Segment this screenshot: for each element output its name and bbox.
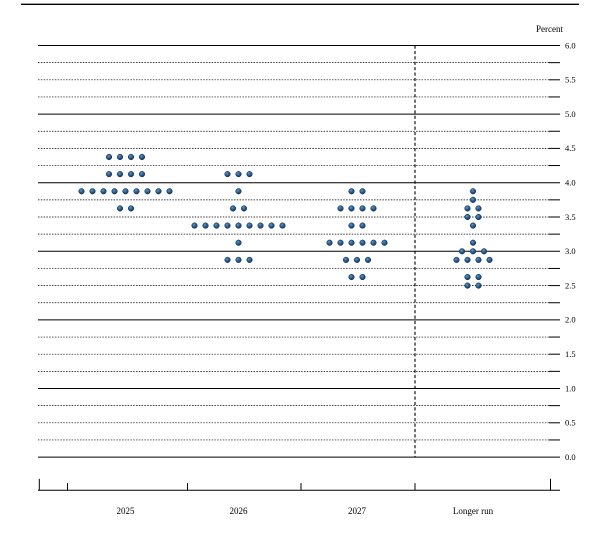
svg-text:5.5: 5.5 <box>565 75 576 85</box>
svg-text:2.0: 2.0 <box>565 315 576 325</box>
svg-text:2025: 2025 <box>117 506 136 516</box>
svg-text:3.0: 3.0 <box>565 246 576 256</box>
svg-text:6.0: 6.0 <box>565 40 576 50</box>
svg-text:1.0: 1.0 <box>565 383 576 393</box>
svg-text:Percent: Percent <box>536 24 563 34</box>
svg-text:0.0: 0.0 <box>565 452 576 462</box>
svg-text:3.5: 3.5 <box>565 212 576 222</box>
svg-text:0.5: 0.5 <box>565 418 576 428</box>
svg-text:4.0: 4.0 <box>565 178 576 188</box>
svg-text:2027: 2027 <box>348 506 367 516</box>
svg-text:Longer run: Longer run <box>453 506 494 516</box>
svg-text:4.5: 4.5 <box>565 143 576 153</box>
svg-text:2.5: 2.5 <box>565 280 576 290</box>
svg-text:5.0: 5.0 <box>565 109 576 119</box>
svg-text:1.5: 1.5 <box>565 349 576 359</box>
svg-text:2026: 2026 <box>230 506 249 516</box>
